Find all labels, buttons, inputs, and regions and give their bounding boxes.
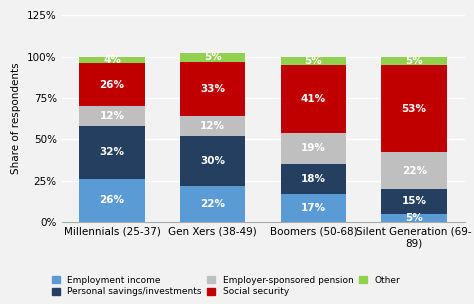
- Text: 26%: 26%: [100, 80, 125, 90]
- Bar: [382, 153, 447, 189]
- Text: 22%: 22%: [401, 166, 427, 176]
- Text: 15%: 15%: [401, 196, 427, 206]
- Bar: [79, 106, 145, 126]
- Bar: [281, 57, 346, 65]
- Legend: Employment income, Personal savings/investments, Employer-sponsored pension, Soc: Employment income, Personal savings/inve…: [52, 276, 400, 296]
- Bar: [180, 53, 246, 61]
- Bar: [281, 194, 346, 222]
- Bar: [382, 65, 447, 153]
- Y-axis label: Share of respondents: Share of respondents: [11, 63, 21, 174]
- Text: 22%: 22%: [200, 199, 225, 209]
- Text: 19%: 19%: [301, 143, 326, 153]
- Text: 33%: 33%: [200, 84, 225, 94]
- Bar: [180, 185, 246, 222]
- Text: 5%: 5%: [305, 56, 322, 66]
- Bar: [382, 57, 447, 65]
- Text: 12%: 12%: [100, 111, 125, 121]
- Text: 5%: 5%: [405, 56, 423, 66]
- Bar: [79, 126, 145, 179]
- Text: 5%: 5%: [405, 213, 423, 223]
- Text: 41%: 41%: [301, 94, 326, 104]
- Text: 26%: 26%: [100, 195, 125, 206]
- Bar: [180, 116, 246, 136]
- Text: 12%: 12%: [200, 121, 225, 131]
- Text: 53%: 53%: [401, 104, 427, 114]
- Text: 4%: 4%: [103, 55, 121, 65]
- Bar: [281, 65, 346, 133]
- Text: 5%: 5%: [204, 52, 221, 62]
- Bar: [382, 214, 447, 222]
- Bar: [79, 57, 145, 63]
- Bar: [79, 63, 145, 106]
- Bar: [281, 164, 346, 194]
- Bar: [180, 136, 246, 185]
- Text: 17%: 17%: [301, 203, 326, 213]
- Bar: [281, 133, 346, 164]
- Text: 32%: 32%: [100, 147, 125, 157]
- Text: 18%: 18%: [301, 174, 326, 184]
- Text: 30%: 30%: [200, 156, 225, 166]
- Bar: [180, 61, 246, 116]
- Bar: [382, 189, 447, 214]
- Bar: [79, 179, 145, 222]
